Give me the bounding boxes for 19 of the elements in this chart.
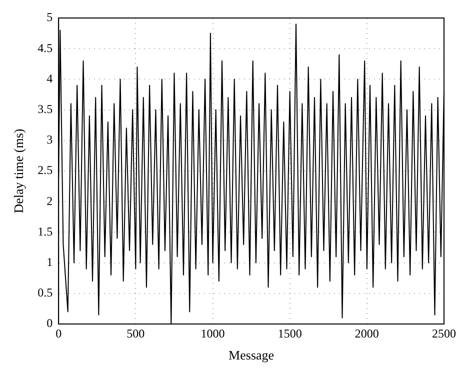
- x-tick-label: 2500: [432, 326, 456, 340]
- x-tick-label: 1500: [278, 326, 302, 340]
- y-tick-label: 4.5: [38, 40, 53, 55]
- y-tick-label: 3: [46, 132, 53, 147]
- y-tick-label: 4: [46, 71, 53, 86]
- x-axis-title: Message: [228, 348, 274, 363]
- y-axis-title: Delay time (ms): [11, 128, 26, 214]
- y-tick-label: 0.5: [38, 286, 53, 300]
- x-tick-label: 500: [126, 326, 145, 340]
- y-tick-label: 1.5: [38, 224, 53, 238]
- x-tick-label: 0: [56, 326, 62, 340]
- y-tick-label: 5: [46, 10, 53, 24]
- y-tick-label: 1: [46, 254, 53, 269]
- x-tick-label: 2000: [354, 326, 379, 340]
- y-tick-label: 0: [46, 316, 53, 330]
- y-tick-label: 2: [46, 194, 53, 208]
- y-tick-label: 2.5: [38, 163, 53, 178]
- y-tick-label: 3.5: [38, 102, 53, 116]
- x-tick-label: 1000: [200, 326, 225, 340]
